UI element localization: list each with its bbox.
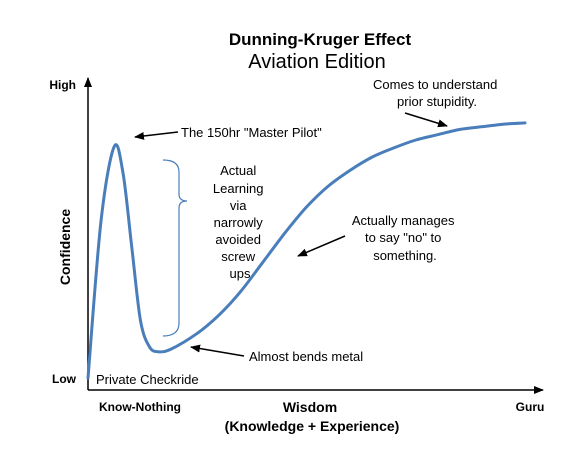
annotation-learning-line: screw [221,249,256,264]
annotation-learning-line: narrowly [214,215,264,230]
annotation-stupidity: Comes to understand prior stupidity. [373,77,501,109]
x-axis-subtitle: (Knowledge + Experience) [225,418,400,434]
y-tick-high: High [49,78,76,92]
annotation-learning-line: ups [230,266,251,281]
chart-subtitle: Aviation Edition [248,51,386,73]
arrow-valley [190,344,245,357]
annotation-stupidity-line: prior stupidity. [397,94,477,109]
annotation-manages-line: something. [373,248,437,263]
annotation-origin: Private Checkride [96,372,199,387]
arrow-stupidity [404,112,448,128]
annotation-learning-line: Learning [213,181,264,196]
arrow-manages [297,235,346,257]
annotation-manages-line: to say "no" to [365,230,441,245]
annotation-learning-line: avoided [215,232,261,247]
chart-title: Dunning-Kruger Effect [229,30,412,49]
x-axis-title: Wisdom [283,399,337,415]
y-tick-low: Low [52,372,77,386]
annotation-learning-line: Actual [220,163,256,178]
learning-brace [162,159,188,337]
annotation-peak: The 150hr "Master Pilot" [181,125,322,140]
annotation-learning-line: via [230,198,247,213]
y-axis-title: Confidence [57,209,73,285]
annotation-stupidity-line: Comes to understand [373,77,497,92]
x-tick-know-nothing: Know-Nothing [99,400,181,414]
annotation-manages: Actually manages to say "no" to somethin… [352,213,458,263]
annotation-manages-line: Actually manages [352,213,455,228]
confidence-curve [86,121,527,380]
annotation-learning: Actual Learning via narrowly avoided scr… [213,163,267,281]
annotation-valley: Almost bends metal [249,349,363,364]
x-tick-guru: Guru [516,400,545,414]
arrow-peak [134,131,179,140]
